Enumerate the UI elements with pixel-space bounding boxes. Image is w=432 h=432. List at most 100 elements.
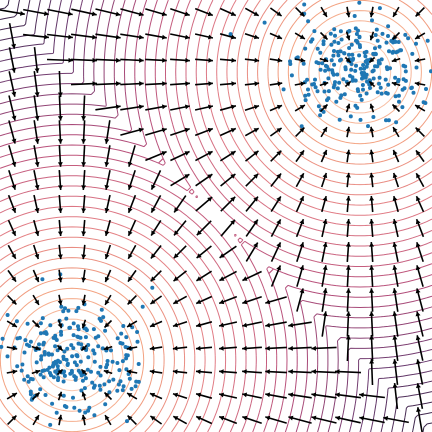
data-point — [92, 413, 97, 418]
data-point — [373, 46, 377, 51]
quiver-arrowhead — [276, 104, 282, 110]
quiver-arrowhead — [369, 311, 375, 316]
data-point — [333, 80, 337, 85]
data-point — [44, 331, 49, 336]
data-point — [92, 359, 97, 364]
quiver-arrowhead — [81, 345, 87, 351]
data-point — [62, 404, 67, 408]
data-point — [386, 34, 390, 38]
data-point — [91, 348, 96, 353]
quiver-arrowhead — [104, 207, 110, 213]
quiver-arrowhead — [242, 322, 248, 328]
data-point — [140, 304, 145, 309]
quiver-arrowhead — [369, 288, 375, 293]
data-point — [61, 379, 66, 384]
data-point — [55, 364, 60, 369]
quiver-arrowhead — [253, 219, 258, 225]
data-point — [318, 50, 323, 55]
quiver-arrowhead — [116, 81, 121, 87]
data-point — [124, 367, 129, 372]
data-point — [42, 368, 47, 373]
quiver-arrowhead — [104, 253, 110, 259]
data-point — [38, 331, 43, 336]
quiver-arrowhead — [369, 35, 375, 41]
quiver-arrowhead — [67, 11, 73, 17]
data-point — [59, 329, 63, 334]
data-point — [80, 378, 85, 383]
data-point — [34, 360, 39, 365]
data-point — [49, 373, 53, 378]
quiver-arrowhead — [162, 81, 167, 87]
quiver-arrowhead — [265, 322, 271, 328]
data-point — [358, 66, 363, 71]
data-point — [65, 363, 70, 367]
quiver-arrowhead — [345, 81, 351, 87]
data-point — [120, 388, 125, 393]
data-point — [321, 39, 326, 44]
data-point — [349, 42, 354, 47]
data-point — [23, 338, 28, 343]
data-point — [335, 86, 340, 91]
data-point — [46, 352, 51, 357]
data-point — [50, 352, 54, 357]
data-point — [309, 39, 313, 44]
quiver-arrowhead — [392, 196, 398, 202]
quiver-arrowhead — [345, 265, 351, 270]
data-point — [424, 87, 428, 91]
data-point — [75, 334, 80, 339]
quiver-arrowhead — [276, 242, 281, 248]
data-point — [331, 72, 336, 77]
quiver-arrowhead — [115, 11, 121, 17]
quiver-arrowhead — [230, 104, 236, 110]
quiver-arrowhead — [415, 288, 421, 294]
quiver-arrowhead — [345, 57, 351, 63]
quiver-arrowhead — [345, 288, 351, 293]
data-point — [315, 46, 320, 51]
quiver-arrowhead — [311, 345, 316, 351]
data-point — [103, 328, 108, 333]
quiver-arrowhead — [242, 345, 247, 351]
quiver-arrowhead — [391, 81, 397, 87]
quiver-arrowhead — [311, 369, 316, 375]
data-point — [390, 50, 395, 55]
data-point — [302, 2, 307, 7]
data-point — [355, 87, 360, 92]
data-point — [386, 24, 391, 29]
quiver-arrowhead — [345, 335, 351, 340]
data-point — [38, 321, 43, 326]
quiver-arrowhead — [196, 416, 202, 421]
quiver-arrowhead — [174, 230, 179, 236]
data-point — [373, 51, 378, 56]
data-point — [103, 402, 108, 407]
quiver-arrowhead — [392, 359, 398, 364]
data-point — [326, 96, 331, 101]
quiver-arrowhead — [81, 300, 87, 306]
quiver-arrowhead — [184, 34, 190, 40]
data-point — [76, 368, 81, 373]
data-point — [20, 362, 25, 367]
data-point — [301, 61, 306, 66]
data-point — [98, 364, 103, 369]
quiver-arrowhead — [127, 415, 133, 421]
quiver-arrowhead — [345, 196, 351, 201]
data-point — [78, 335, 83, 340]
quiver-arrowhead — [253, 34, 259, 40]
quiver-arrowhead — [369, 126, 375, 132]
quiver-arrowhead — [196, 322, 202, 328]
quiver-arrowhead — [173, 322, 179, 328]
quiver-arrowhead — [253, 11, 259, 16]
data-point — [377, 81, 381, 86]
quiver-arrowhead — [393, 127, 398, 133]
data-point — [61, 370, 66, 375]
quiver-arrowhead — [322, 150, 328, 156]
quiver-arrowhead — [185, 57, 190, 63]
quiver-arrowhead — [288, 392, 294, 398]
quiver-arrowhead — [34, 230, 40, 236]
data-point — [303, 46, 308, 51]
quiver-arrowhead — [277, 57, 283, 63]
data-point — [30, 377, 35, 382]
data-point — [110, 359, 115, 364]
data-point — [50, 364, 55, 369]
data-point — [59, 304, 64, 309]
